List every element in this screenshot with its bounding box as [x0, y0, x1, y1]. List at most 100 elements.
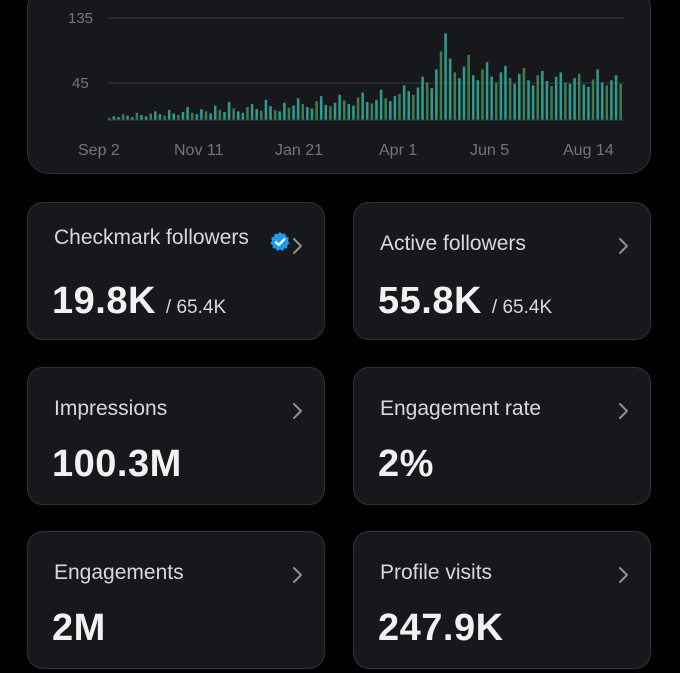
chart-bar [361, 92, 364, 120]
chart-bar [412, 94, 415, 120]
chart-bar [163, 115, 166, 120]
chart-bar [333, 102, 337, 120]
chart-bar [121, 114, 125, 120]
chart-bar [490, 76, 493, 120]
chart-bar [246, 107, 249, 120]
chart-bar [356, 97, 360, 120]
followers-bar-chart: 135 45 Sep 2 Nov 11 Jan 21 Apr 1 Jun 5 A… [68, 10, 624, 159]
card-total: / 65.4K [491, 297, 553, 318]
impressions-card[interactable]: Impressions 100.3M [27, 367, 325, 505]
chart-bar [554, 76, 558, 120]
chart-bar [448, 58, 452, 120]
chart-bar [430, 88, 434, 120]
x-tick-jun5: Jun 5 [470, 142, 509, 159]
card-value: 247.9K [378, 607, 504, 649]
verified-badge-icon [270, 232, 290, 251]
chart-bar [154, 111, 157, 120]
chart-bar [587, 86, 590, 120]
chart-bar [278, 111, 281, 120]
chart-bar [149, 113, 152, 120]
card-title: Profile visits [380, 561, 493, 584]
card-value: 2% [378, 443, 434, 485]
chart-bar [444, 33, 447, 120]
chart-bar [167, 109, 171, 120]
card-title: Checkmark followers [54, 226, 249, 249]
card-title: Engagements [54, 561, 184, 584]
chart-bar [485, 62, 489, 120]
chart-bar [458, 78, 461, 120]
chart-bar [352, 105, 355, 120]
chevron-right-icon [293, 238, 302, 254]
chart-bar [421, 76, 424, 120]
chart-bar [347, 104, 351, 120]
chart-bar [287, 107, 291, 120]
chart-bar [596, 69, 599, 120]
card-value: 55.8K [378, 280, 482, 322]
chart-bar [213, 105, 217, 120]
chart-bar [190, 112, 194, 120]
chart-bar [610, 80, 613, 120]
chart-bar [439, 51, 443, 120]
chart-bar [324, 104, 328, 120]
chart-bar [495, 82, 498, 120]
chart-bar [559, 72, 563, 120]
card-title: Impressions [54, 397, 168, 420]
chart-bar [301, 104, 305, 120]
active-followers-card[interactable]: Active followers 55.8K / 65.4K [353, 202, 651, 340]
chart-bar [504, 65, 507, 120]
chart-bar [375, 99, 378, 120]
chart-bar [269, 106, 272, 120]
y-tick-135: 135 [68, 10, 93, 27]
chart-bar [573, 78, 576, 120]
chart-bar [204, 111, 208, 120]
x-tick-aug14: Aug 14 [563, 142, 614, 159]
profile-visits-card[interactable]: Profile visits 247.9K [353, 531, 651, 669]
x-tick-apr1: Apr 1 [379, 142, 417, 159]
chart-bar [126, 115, 129, 120]
chart-bar [476, 80, 480, 120]
card-value: 2M [52, 607, 106, 649]
chart-bar [550, 86, 553, 120]
chevron-right-icon [293, 567, 302, 583]
chart-bar [619, 83, 622, 120]
x-tick-jan21: Jan 21 [275, 142, 323, 159]
chart-bar [393, 96, 397, 120]
chart-bar [283, 102, 286, 120]
engagements-card[interactable]: Engagements 2M [27, 531, 325, 669]
chart-bar [227, 101, 231, 120]
chart-bar [531, 85, 535, 120]
chart-bar [453, 72, 457, 120]
chart-bar [416, 87, 420, 120]
chart-bar [112, 116, 116, 120]
chart-bar [402, 85, 406, 120]
card-value: 100.3M [52, 443, 182, 485]
card-title: Active followers [380, 232, 526, 255]
chart-bar [223, 112, 226, 120]
chart-bar [591, 79, 595, 120]
checkmark-followers-card[interactable]: Checkmark followers 19.8K / 65.4K [27, 202, 325, 340]
engagement-rate-card[interactable]: Engagement rate 2% [353, 367, 651, 505]
chart-bar [195, 114, 199, 120]
chevron-right-icon [619, 567, 628, 583]
chart-bar [117, 117, 120, 120]
chevron-right-icon [619, 403, 628, 419]
chart-bar [186, 107, 189, 120]
bars-group [108, 33, 622, 120]
chart-bar [614, 75, 618, 120]
chart-bar [158, 114, 162, 120]
chart-bar [536, 75, 539, 120]
chart-bar [407, 91, 410, 120]
chart-bar [319, 96, 323, 120]
chart-bar [389, 101, 392, 120]
chart-bar [513, 83, 516, 120]
chart-bar [518, 73, 521, 120]
followers-chart-card: 135 45 Sep 2 Nov 11 Jan 21 Apr 1 Jun 5 A… [27, 0, 651, 174]
chart-bar [255, 109, 258, 120]
chart-bar [564, 82, 567, 120]
chart-bar [462, 66, 466, 120]
chart-bar [218, 109, 222, 120]
card-title: Engagement rate [380, 397, 542, 420]
chart-bar [342, 100, 346, 120]
chart-bar [181, 112, 185, 120]
